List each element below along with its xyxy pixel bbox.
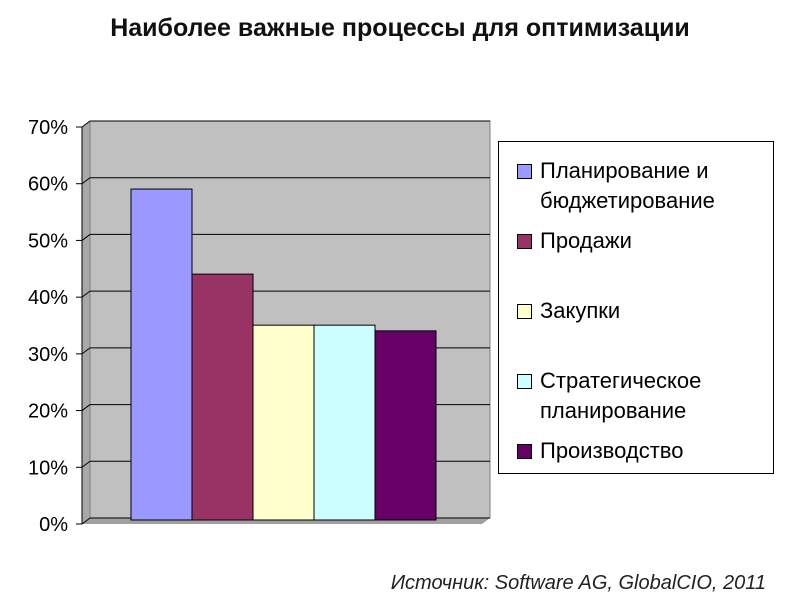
y-tick-label: 60% xyxy=(28,174,68,196)
gridline-skew xyxy=(81,347,91,355)
source-note: Источник: Software AG, GlobalCIO, 2011 xyxy=(390,572,766,594)
gridline-skew xyxy=(81,517,91,525)
legend-swatch xyxy=(517,444,532,459)
y-tick-label: 50% xyxy=(28,230,68,252)
legend-label: Продажи xyxy=(540,228,632,253)
y-tick-label: 40% xyxy=(28,287,68,309)
legend-label: Закупки xyxy=(540,298,621,323)
legend-item: Стратегическое планирование xyxy=(517,366,772,426)
bar xyxy=(313,324,376,521)
plot-side-wall xyxy=(82,121,90,524)
y-tick-label: 20% xyxy=(28,401,68,423)
y-tick-label: 30% xyxy=(28,344,68,366)
gridline-skew xyxy=(81,460,91,468)
legend-swatch xyxy=(517,374,532,389)
chart-legend: Планирование и бюджетирование Продажи Заку… xyxy=(498,141,774,474)
gridline-skew xyxy=(81,290,91,298)
legend-label: Производство xyxy=(540,438,684,463)
legend-item: Производство xyxy=(517,436,772,466)
gridline-skew xyxy=(81,404,91,411)
legend-item: Продажи xyxy=(517,226,772,256)
y-tick-label: 70% xyxy=(28,117,68,139)
legend-swatch xyxy=(517,234,532,249)
legend-label: Планирование и бюджетирование xyxy=(540,158,715,213)
bar xyxy=(374,330,437,521)
legend-swatch xyxy=(517,304,532,319)
bar xyxy=(252,324,315,521)
chart-title: Наиболее важные процессы для оптимизации xyxy=(110,14,690,42)
gridline-skew xyxy=(81,177,91,185)
legend-item: Закупки xyxy=(517,296,772,326)
gridline-skew xyxy=(81,120,91,128)
legend-label: Стратегическое планирование xyxy=(540,368,702,423)
legend-swatch xyxy=(517,164,532,179)
bar xyxy=(130,188,193,521)
y-tick-label: 0% xyxy=(39,514,68,536)
gridline-skew xyxy=(81,234,91,241)
y-tick-label: 10% xyxy=(28,457,68,479)
legend-item: Планирование и бюджетирование xyxy=(517,156,772,216)
bar xyxy=(191,273,254,521)
